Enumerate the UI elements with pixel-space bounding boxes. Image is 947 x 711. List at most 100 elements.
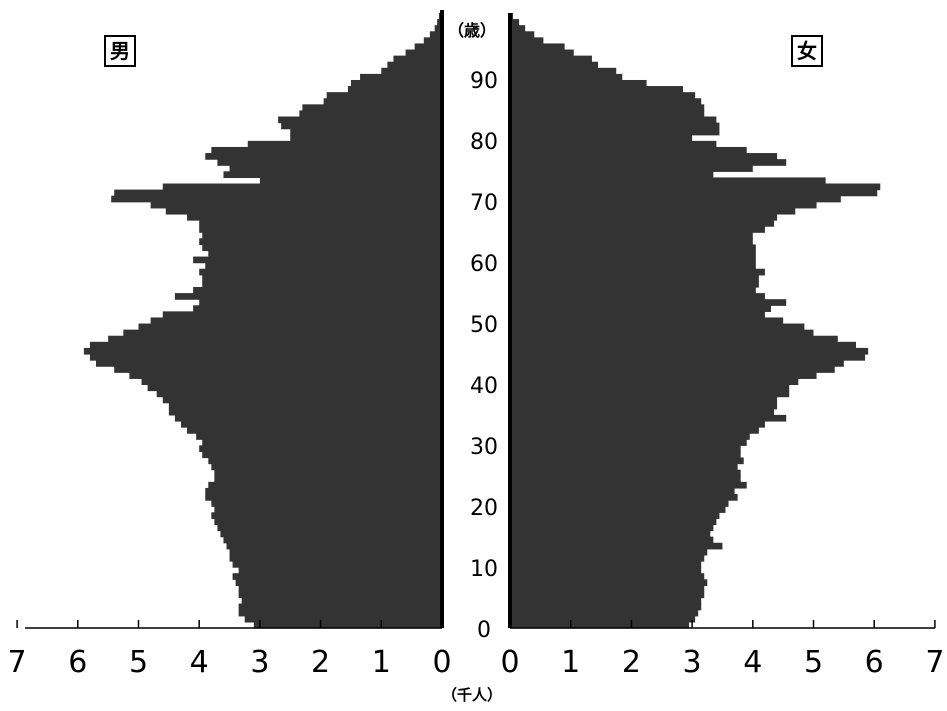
male-bar-14 [223,536,442,544]
male-bar-48 [123,329,442,337]
female-bar-41 [510,372,817,379]
age-tick-90: 90 [470,69,498,94]
male-bar-85 [302,104,442,112]
female-bar-48 [510,329,814,337]
female-bar-77 [510,153,778,160]
female-bar-90 [510,73,623,81]
female-bar-61 [510,250,756,258]
male-bar-49 [138,323,442,331]
female-bar-14 [510,536,714,544]
male-bar-71 [114,189,442,197]
male-bar-80 [290,134,442,142]
female-bar-18 [510,512,720,519]
male-x-tick-7-label: 7 [8,645,27,680]
male-bar-37 [162,396,442,404]
male-bar-83 [278,116,442,124]
female-bar-45 [510,347,869,355]
female-x-ticks: 0 1 2 3 4 5 6 7 [500,620,944,680]
male-bar-42 [114,366,442,373]
female-bar-38 [510,390,790,398]
male-bar-99 [437,19,442,26]
female-bar-21 [510,494,738,501]
male-bar-89 [350,79,442,87]
male-bar-44 [89,353,442,361]
male-bar-16 [217,524,442,532]
female-bar-66 [510,220,775,227]
male-bar-50 [150,317,442,325]
female-bar-26 [510,463,738,471]
male-bar-51 [162,311,442,319]
female-bar-74 [510,171,714,179]
female-bar-29 [510,445,741,453]
male-bar-81 [290,128,442,136]
female-bar-15 [510,530,711,538]
female-bar-25 [510,469,741,477]
female-x-tick-4-label: 4 [743,645,762,680]
male-bar-94 [405,49,442,57]
male-bar-9 [238,567,442,574]
age-tick-40: 40 [470,374,498,399]
male-bar-24 [214,475,443,483]
male-bar-72 [162,183,442,191]
age-unit-label: （歳） [448,21,496,40]
female-bar-65 [510,226,765,233]
female-bar-55 [510,287,756,294]
male-bar-34 [174,414,443,422]
female-bar-40 [510,378,799,386]
female-bar-36 [510,402,778,410]
male-bar-70 [111,195,443,203]
male-bar-13 [226,542,442,550]
male-bar-78 [211,146,442,154]
female-bar-79 [510,140,717,148]
male-bar-77 [205,153,442,160]
female-bar-53 [510,299,787,306]
female-bar-39 [510,384,790,392]
male-bar-68 [165,207,442,215]
age-tick-80: 80 [470,130,498,155]
male-bar-39 [147,384,443,392]
female-bar-71 [510,189,878,197]
male-bar-95 [414,43,443,51]
male-x-tick-3-label: 3 [250,645,269,680]
female-bar-56 [510,280,759,288]
male-bar-92 [387,61,442,69]
male-bar-53 [199,299,442,306]
male-bar-30 [202,439,442,446]
male-bar-15 [220,530,442,538]
age-tick-0: 0 [477,618,491,643]
female-bar-42 [510,366,835,373]
female-bar-59 [510,262,756,270]
male-bar-56 [202,280,442,288]
female-bar-84 [510,110,705,118]
female-bar-16 [510,524,714,532]
female-bar-64 [510,232,753,239]
male-bar-11 [229,554,442,562]
male-bar-59 [205,262,442,270]
female-bar-54 [510,293,765,300]
female-x-tick-5-label: 5 [804,645,823,680]
female-bar-88 [510,86,683,93]
male-bar-40 [141,378,442,386]
male-bar-25 [214,469,443,477]
male-bar-27 [208,457,442,465]
female-x-tick-0-label: 0 [500,645,519,680]
age-tick-30: 30 [470,435,498,460]
female-bar-91 [510,67,617,75]
male-bar-91 [381,67,442,75]
female-bar-10 [510,561,702,568]
male-bar-84 [299,110,443,118]
female-bar-47 [510,335,838,343]
male-bar-21 [205,494,442,501]
female-bar-72 [510,183,881,191]
female-bar-13 [510,542,723,550]
male-bar-20 [211,500,442,507]
male-bar-28 [202,451,442,459]
male-bar-55 [193,287,442,294]
female-bar-82 [510,122,720,130]
female-bar-78 [510,146,747,154]
male-bar-60 [193,256,442,264]
female-bar-97 [510,31,535,38]
female-bar-1 [510,615,696,623]
female-bar-43 [510,360,844,367]
